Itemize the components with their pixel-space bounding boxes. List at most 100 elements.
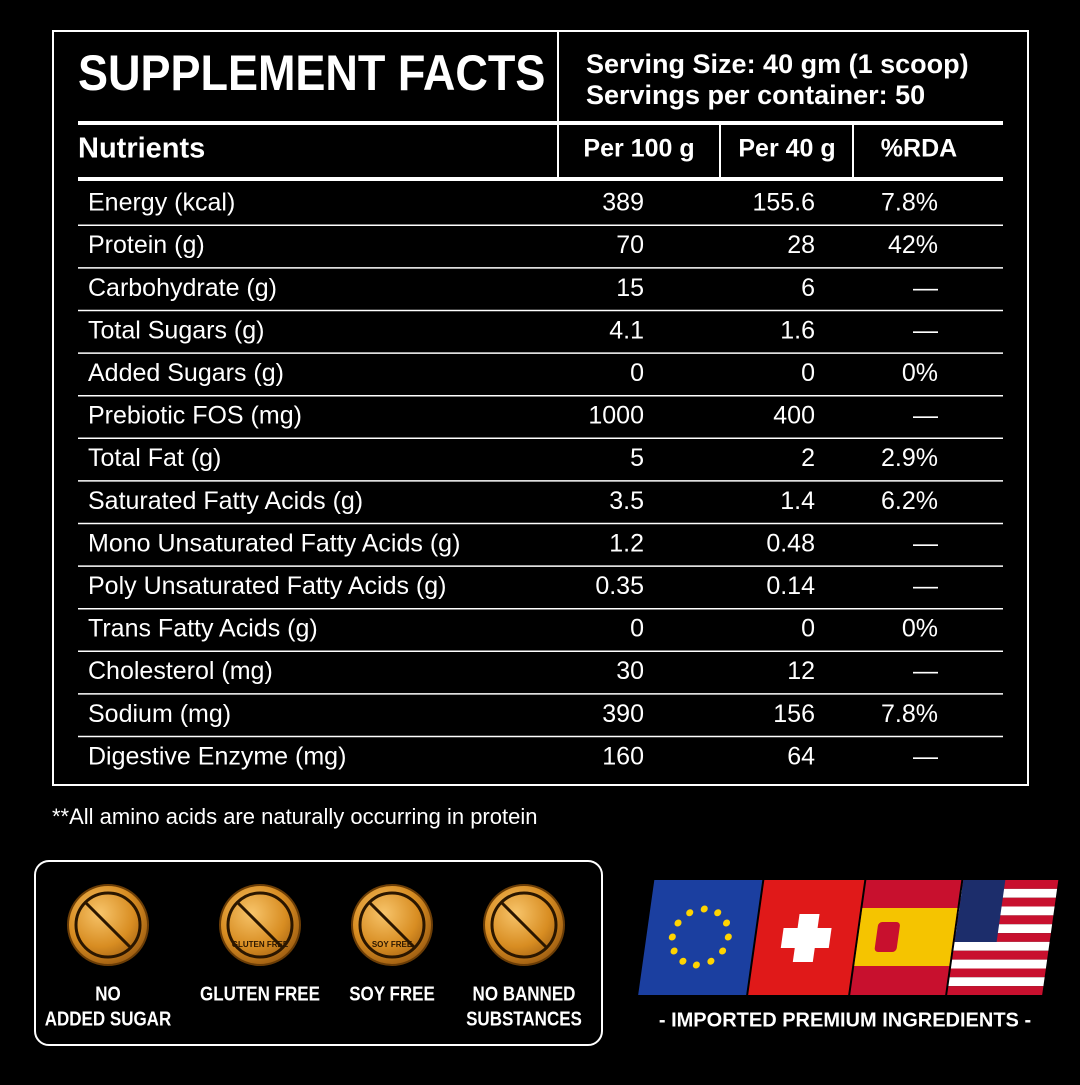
nutrient-name: Saturated Fatty Acids (g) — [88, 487, 363, 515]
cell-value: 1.6 — [780, 316, 815, 344]
badge-slash — [500, 901, 548, 949]
star — [692, 961, 700, 969]
cell-value: 400 — [773, 402, 815, 430]
cell-value: 7.8% — [881, 700, 938, 728]
title: SUPPLEMENT FACTS — [78, 46, 545, 102]
cell-value: 1.2 — [609, 529, 644, 557]
badge-ring — [74, 891, 142, 959]
column-header: Nutrients — [78, 133, 205, 165]
cell-value: — — [913, 274, 938, 302]
cell-value: 0.35 — [595, 572, 644, 600]
serving-size: Serving Size: 40 gm (1 scoop) — [586, 49, 969, 79]
flags-caption: - IMPORTED PREMIUM INGREDIENTS - — [659, 1009, 1031, 1031]
cell-value: 30 — [616, 657, 644, 685]
badge-label: NO — [95, 982, 120, 1005]
star — [707, 957, 715, 965]
badge-slash — [236, 901, 284, 949]
star — [724, 933, 732, 941]
star — [714, 909, 722, 917]
cell-value: 70 — [616, 231, 644, 259]
cell-value: — — [913, 402, 938, 430]
nutrient-name: Sodium (mg) — [88, 700, 231, 728]
badge-label: GLUTEN FREE — [200, 982, 320, 1005]
cell-value: 4.1 — [609, 316, 644, 344]
badge-ring — [358, 891, 426, 959]
cell-value: 15 — [616, 274, 644, 302]
nutrient-name: Total Fat (g) — [88, 444, 221, 472]
table-border — [52, 30, 1029, 786]
cell-value: 6.2% — [881, 487, 938, 515]
nutrient-name: Cholesterol (mg) — [88, 657, 273, 685]
stripe — [947, 986, 1044, 996]
column-header: Per 100 g — [583, 135, 694, 163]
cell-value: 0 — [801, 615, 815, 643]
cell-value: 156 — [773, 700, 815, 728]
star — [722, 919, 731, 927]
footnote: **All amino acids are naturally occurrin… — [52, 804, 537, 829]
cell-value: 3.5 — [609, 487, 644, 515]
cell-value: 0 — [630, 359, 644, 387]
flags — [638, 880, 1059, 996]
nutrient-name: Protein (g) — [88, 231, 205, 259]
cell-value: 6 — [801, 274, 815, 302]
badge-slash — [368, 901, 416, 949]
star — [674, 919, 682, 927]
cell-value: — — [913, 529, 938, 557]
nutrient-name: Mono Unsaturated Fatty Acids (g) — [88, 529, 460, 557]
stripe — [950, 959, 1048, 969]
cell-value: 2.9% — [881, 444, 938, 472]
star — [686, 909, 694, 917]
badge-slash — [84, 901, 132, 949]
stripe — [953, 941, 1050, 951]
cell-value: 0 — [801, 359, 815, 387]
column-header: Per 40 g — [738, 135, 835, 163]
badge-label: SOY FREE — [349, 982, 435, 1005]
cell-value: 155.6 — [752, 189, 815, 217]
star — [668, 933, 676, 941]
nutrient-name: Digestive Enzyme (mg) — [88, 742, 346, 770]
cell-value: 28 — [787, 231, 815, 259]
cell-value: 7.8% — [881, 189, 938, 217]
star — [679, 957, 687, 965]
cell-value: — — [913, 572, 938, 600]
badge-icon-text: SOY FREE — [372, 940, 413, 949]
nutrient-name: Energy (kcal) — [88, 189, 235, 217]
nutrient-name: Carbohydrate (g) — [88, 274, 277, 302]
nutrient-name: Trans Fatty Acids (g) — [88, 615, 318, 643]
star — [719, 947, 727, 955]
nutrient-name: Added Sugars (g) — [88, 359, 284, 387]
cell-value: — — [913, 742, 938, 770]
badge-label: ADDED SUGAR — [45, 1007, 172, 1030]
cell-value: 0% — [902, 615, 938, 643]
badge-icon-text: GLUTEN FREE — [232, 940, 289, 949]
cell-value: 1000 — [588, 402, 644, 430]
star — [700, 905, 708, 913]
us-flag — [947, 880, 1059, 996]
cell-value: 64 — [787, 742, 815, 770]
column-header: %RDA — [881, 135, 957, 163]
stripe — [952, 950, 1049, 960]
nutrient-name: Prebiotic FOS (mg) — [88, 402, 302, 430]
star — [670, 947, 678, 955]
badge-label: NO BANNED — [473, 982, 576, 1005]
cell-value: 0.14 — [766, 572, 815, 600]
cell-value: — — [913, 316, 938, 344]
stripe — [948, 977, 1045, 987]
cell-value: 2 — [801, 444, 815, 472]
stripe — [949, 968, 1046, 978]
cell-value: 0.48 — [766, 529, 815, 557]
cell-value: — — [913, 657, 938, 685]
nutrient-name: Total Sugars (g) — [88, 316, 264, 344]
servings: Servings per container: 50 — [586, 80, 925, 110]
cell-value: 1.4 — [780, 487, 815, 515]
badge-box — [34, 860, 603, 1046]
nutrient-name: Poly Unsaturated Fatty Acids (g) — [88, 572, 446, 600]
cell-value: 42% — [888, 231, 938, 259]
cell-value: 12 — [787, 657, 815, 685]
cell-value: 0 — [630, 615, 644, 643]
badge-ring — [226, 891, 294, 959]
cell-value: 0% — [902, 359, 938, 387]
cell-value: 389 — [602, 189, 644, 217]
